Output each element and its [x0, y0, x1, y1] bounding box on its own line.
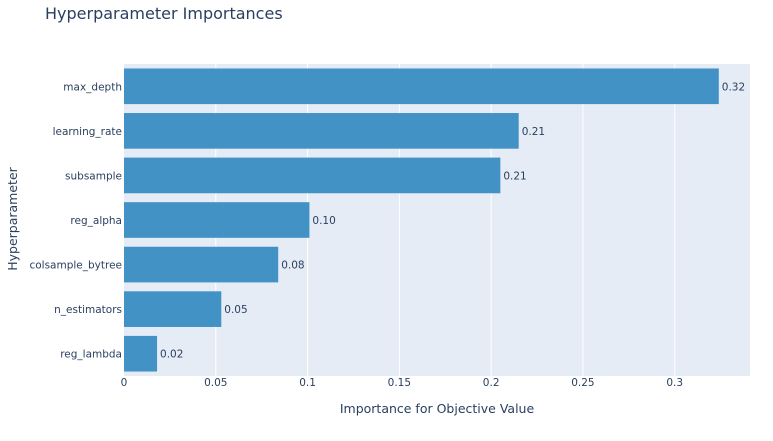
x-tick-label: 0.15	[388, 377, 411, 389]
chart-title: Hyperparameter Importances	[45, 4, 283, 23]
x-tick-label: 0.3	[666, 377, 683, 389]
data-label-learning_rate: 0.21	[522, 126, 545, 138]
y-tick-label-reg_alpha: reg_alpha	[70, 215, 122, 227]
data-labels: 0.32 0.21 0.21 0.10 0.08 0.05 0.02	[160, 81, 745, 360]
data-label-subsample: 0.21	[503, 170, 526, 182]
y-tick-label-learning_rate: learning_rate	[53, 126, 122, 138]
bar-reg_alpha	[124, 202, 310, 238]
data-label-n_estimators: 0.05	[224, 304, 247, 316]
y-tick-label-colsample_bytree: colsample_bytree	[29, 260, 122, 272]
y-tick-label-reg_lambda: reg_lambda	[60, 349, 122, 361]
y-axis-title: Hyperparameter	[5, 166, 20, 270]
y-axis-ticks: max_depth learning_rate subsample reg_alpha…	[29, 81, 122, 360]
x-tick-label: 0.1	[299, 377, 316, 389]
x-axis-ticks: 0 0.05 0.1 0.15 0.2 0.25 0.3	[121, 377, 683, 389]
bar-max_depth	[124, 68, 719, 105]
y-tick-label-n_estimators: n_estimators	[54, 304, 122, 316]
bar-colsample_bytree	[124, 246, 279, 283]
data-label-max_depth: 0.32	[722, 81, 745, 93]
y-tick-label-subsample: subsample	[65, 170, 122, 182]
data-label-reg_lambda: 0.02	[160, 349, 183, 361]
bars	[124, 68, 719, 372]
bar-learning_rate	[124, 113, 519, 149]
bar-reg_lambda	[124, 335, 158, 372]
y-tick-label-max_depth: max_depth	[63, 81, 122, 93]
bar-subsample	[124, 157, 501, 194]
x-axis-title: Importance for Objective Value	[340, 401, 535, 416]
x-tick-label: 0	[121, 377, 128, 389]
x-tick-label: 0.2	[483, 377, 500, 389]
bar-n_estimators	[124, 291, 222, 327]
data-label-reg_alpha: 0.10	[312, 215, 335, 227]
x-tick-label: 0.05	[204, 377, 227, 389]
data-label-colsample_bytree: 0.08	[281, 260, 304, 272]
x-tick-label: 0.25	[571, 377, 594, 389]
